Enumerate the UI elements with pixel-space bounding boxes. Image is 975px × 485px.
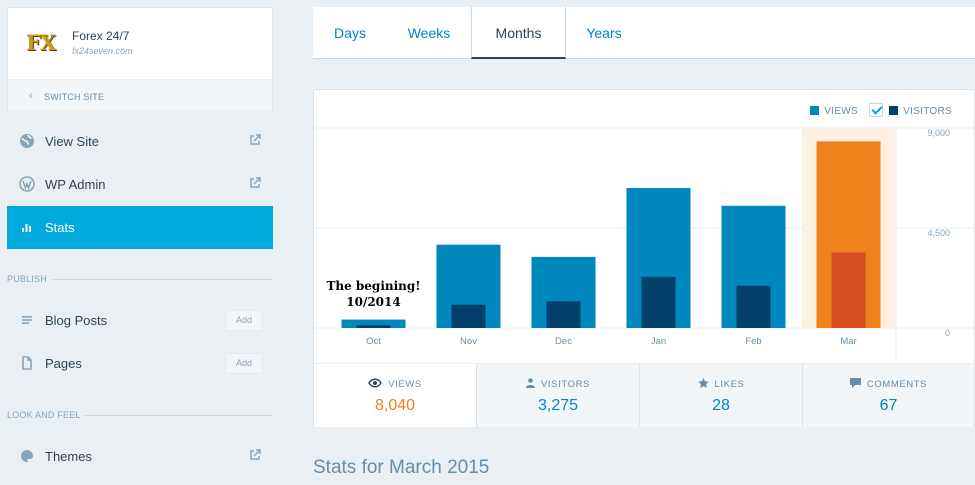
tab-months[interactable]: Months (471, 7, 566, 59)
external-link-icon (250, 134, 261, 145)
bar-visitors (831, 252, 866, 328)
summary-views-label: VIEWS (388, 379, 422, 390)
stats-chart-card: VIEWS VISITORS 9,000 4,500 0 Oct The beginin… (313, 89, 975, 427)
bar-visitors (736, 285, 771, 328)
annotation-line-1: The begining! (326, 279, 420, 293)
site-logo: FX (26, 30, 56, 55)
bar-visitors (356, 325, 391, 328)
themes-label: Themes (45, 449, 92, 464)
sidebar-item-stats[interactable]: Stats (7, 206, 273, 249)
summary-likes-label-row: LIKES (640, 378, 802, 390)
themes-icon (21, 450, 33, 462)
y-tick-label: 0 (945, 328, 950, 338)
summary-visitors-value: 3,275 (537, 397, 579, 414)
switch-site-label: SWITCH SITE (44, 92, 105, 102)
divider (53, 279, 273, 280)
publish-heading: PUBLISH (7, 274, 273, 284)
summary-likes-value: 28 (712, 397, 730, 414)
summary-comments-value: 67 (879, 397, 898, 414)
summary-comments-label-row: COMMENTS (803, 378, 974, 390)
site-header[interactable]: FX Forex 24/7 fx24seven.com (8, 8, 272, 79)
pages-label: Pages (45, 356, 82, 371)
add-page-button[interactable]: Add (225, 353, 263, 374)
chart-legend: VIEWS VISITORS (802, 103, 952, 117)
summary-views[interactable]: VIEWS 8,040 (314, 363, 476, 427)
look-and-feel-heading: LOOK AND FEEL (7, 410, 273, 420)
summary-likes-label: LIKES (714, 379, 745, 390)
bar-views (341, 319, 406, 328)
chevron-left-icon: ‹ (29, 90, 33, 102)
visitors-checkbox[interactable] (869, 103, 884, 117)
page-icon (22, 356, 32, 370)
summary-visitors-label-row: VISITORS (477, 378, 639, 390)
divider (85, 415, 273, 416)
summary-tabs: VIEWS 8,040 VISITORS 3,275 LIKES 28 COMM… (314, 363, 974, 427)
summary-views-label-row: VIEWS (314, 378, 476, 390)
stats-period-title: Stats for March 2015 (313, 457, 490, 478)
bar-chart-icon (22, 224, 31, 232)
switch-site-button[interactable]: ‹ SWITCH SITE (8, 79, 272, 110)
external-link-icon (250, 177, 261, 188)
person-icon (526, 378, 535, 388)
posts-icon (22, 316, 32, 324)
legend-visitors[interactable]: VISITORS (869, 103, 952, 117)
blog-posts-label: Blog Posts (45, 313, 108, 328)
star-icon (697, 378, 709, 388)
site-card[interactable]: FX Forex 24/7 fx24seven.com ‹ SWITCH SIT… (7, 7, 273, 110)
y-tick-label: 4,500 (927, 228, 950, 238)
bar-visitors (451, 304, 486, 328)
period-tabs: Days Weeks Months Years (313, 7, 975, 59)
wp-admin-label: WP Admin (45, 177, 106, 192)
legend-swatch-visitors (889, 106, 899, 115)
legend-swatch-views (810, 106, 820, 115)
external-link-icon (250, 449, 261, 460)
sidebar-item-pages[interactable]: Pages Add (7, 342, 273, 385)
sidebar-item-view-site[interactable]: View Site (7, 120, 273, 163)
legend-visitors-label: VISITORS (903, 106, 952, 117)
add-post-button[interactable]: Add (225, 310, 263, 331)
summary-likes[interactable]: LIKES 28 (639, 363, 802, 427)
stats-label: Stats (45, 220, 75, 235)
tab-weeks[interactable]: Weeks (407, 25, 451, 41)
comment-icon (849, 378, 861, 388)
summary-visitors[interactable]: VISITORS 3,275 (476, 363, 639, 427)
sidebar-item-themes[interactable]: Themes (7, 435, 273, 478)
x-tick-label: Oct (366, 336, 381, 347)
site-name: Forex 24/7 (72, 29, 130, 43)
eye-icon (368, 378, 383, 388)
sidebar-item-wp-admin[interactable]: WP Admin (7, 163, 273, 206)
sidebar-item-blog-posts[interactable]: Blog Posts Add (7, 299, 273, 342)
publish-heading-label: PUBLISH (7, 274, 47, 284)
summary-views-value: 8,040 (374, 397, 416, 414)
x-tick-label: Dec (555, 336, 572, 347)
sidebar: FX Forex 24/7 fx24seven.com ‹ SWITCH SIT… (0, 0, 280, 485)
legend-views-label: VIEWS (824, 106, 858, 117)
x-tick-label: Jan (651, 336, 666, 347)
legend-views: VIEWS (810, 106, 858, 117)
summary-comments-label: COMMENTS (866, 379, 928, 390)
summary-visitors-label: VISITORS (541, 379, 590, 390)
x-tick-label: Mar (840, 336, 856, 347)
bar-chart: 9,000 4,500 0 Oct The begining! 10/2014 Nov Dec… (314, 127, 974, 363)
wordpress-icon (19, 176, 35, 192)
globe-icon (20, 134, 34, 148)
annotation-line-2: 10/2014 (346, 295, 400, 309)
look-and-feel-label: LOOK AND FEEL (7, 410, 81, 420)
site-url: fx24seven.com (72, 46, 133, 56)
x-tick-label: Nov (460, 336, 477, 347)
tab-days[interactable]: Days (334, 25, 366, 41)
x-tick-label: Feb (745, 336, 761, 347)
tab-years[interactable]: Years (586, 25, 622, 41)
view-site-label: View Site (45, 134, 99, 149)
bar-visitors (546, 301, 581, 328)
bar-visitors (641, 276, 676, 328)
y-tick-label: 9,000 (927, 128, 950, 138)
summary-comments[interactable]: COMMENTS 67 (802, 363, 974, 427)
